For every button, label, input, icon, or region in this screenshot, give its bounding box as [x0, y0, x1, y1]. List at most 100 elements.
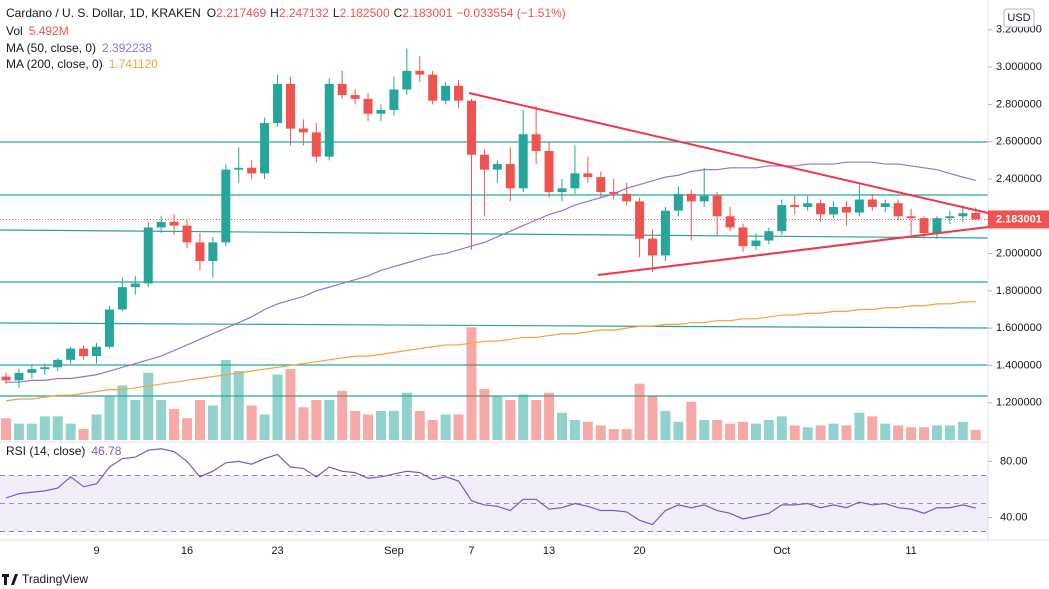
ohlc-value: 2.217469: [216, 6, 266, 20]
candle-body: [92, 346, 102, 357]
candle-body: [428, 74, 438, 101]
volume-bar: [556, 412, 567, 440]
candle-body: [725, 216, 735, 228]
candle-body: [441, 85, 451, 101]
volume-bar: [311, 400, 322, 440]
legend-name: RSI (14, close): [6, 444, 85, 458]
candle-body: [919, 218, 929, 234]
candle-body: [402, 70, 412, 90]
volume-bar: [26, 423, 37, 440]
ohlc-value: 2.183001: [402, 6, 452, 20]
legend-value: 1.741120: [109, 57, 158, 71]
legend-rsi: RSI (14, close) 46.78: [6, 444, 122, 458]
candle-body: [479, 154, 489, 170]
y-tick-label: 1.800000: [996, 285, 1042, 297]
volume-bar: [324, 400, 335, 440]
candle-body: [932, 218, 942, 234]
candle-body: [596, 177, 606, 193]
candle-body: [260, 123, 270, 174]
candle-body: [53, 359, 63, 368]
volume-bar: [776, 416, 787, 440]
x-tick-label: 13: [543, 545, 555, 557]
volume-bar: [388, 410, 399, 440]
candle-body: [544, 151, 554, 193]
volume-bar: [919, 427, 930, 440]
candle-body: [738, 227, 748, 247]
volume-bar: [104, 396, 115, 440]
volume-bar: [427, 420, 438, 440]
volume-bar: [802, 427, 813, 440]
currency[interactable]: USD: [1007, 12, 1030, 24]
candle-body: [415, 70, 425, 75]
candle-body: [221, 169, 231, 243]
volume-bar: [220, 360, 231, 440]
volume-bar: [828, 423, 839, 440]
candle-body: [376, 110, 386, 114]
volume-bar: [363, 414, 374, 440]
candle-body: [893, 203, 903, 217]
y-tick-label: 1.200000: [996, 397, 1042, 409]
y-tick-label: 1.400000: [996, 359, 1042, 371]
candle-body: [764, 231, 774, 241]
candle-body: [27, 369, 37, 373]
y-tick-label: 3.000000: [996, 61, 1042, 73]
volume-bar: [957, 421, 968, 440]
candle-body: [169, 221, 179, 226]
volume-bar: [246, 405, 257, 440]
candle-body: [699, 195, 709, 202]
x-tick-label: 11: [905, 545, 916, 557]
candle-body: [389, 89, 399, 110]
volume-bar: [673, 421, 684, 440]
legend-volume: Vol 5.492M: [6, 24, 69, 38]
last-price-tag: [988, 210, 1049, 229]
candle-body: [363, 98, 373, 114]
volume-bar: [39, 416, 50, 440]
volume-bar: [712, 420, 723, 440]
volume-bar: [970, 430, 981, 440]
candle-body: [195, 242, 205, 262]
volume-bar: [608, 429, 619, 440]
volume-bar: [854, 412, 865, 440]
volume-bar: [375, 410, 386, 440]
x-tick-label: 16: [181, 545, 193, 557]
candle-body: [660, 210, 670, 256]
ohlc-value: 2.182500: [340, 6, 390, 20]
volume-bar: [272, 374, 283, 440]
candle-body: [673, 193, 683, 211]
volume-bar: [763, 420, 774, 440]
y-tick-label: 2.600000: [996, 136, 1042, 148]
candle-body: [40, 367, 50, 370]
candle-body: [751, 240, 761, 247]
candle-body: [156, 221, 166, 228]
candle-body: [273, 83, 283, 124]
volume-bar: [78, 429, 89, 440]
rsi-line: [5, 448, 976, 526]
candle-body: [777, 205, 787, 232]
volume-bar: [479, 389, 490, 440]
brand: TradingView: [22, 572, 88, 586]
volume-bar: [505, 400, 516, 440]
legend-name: Vol: [6, 24, 23, 38]
y-tick-label: 2.000000: [996, 247, 1042, 259]
volume-bar: [91, 414, 102, 440]
volume-bar: [233, 370, 244, 440]
volume-bar: [880, 423, 891, 440]
volume-bar: [544, 392, 555, 440]
candle-body: [104, 309, 114, 347]
volume-bar: [453, 414, 464, 440]
volume-bar: [621, 429, 632, 440]
candle-body: [906, 216, 916, 219]
volume-bar: [259, 414, 270, 440]
volume-bar: [285, 369, 296, 440]
legend-name: MA (200, close, 0): [6, 57, 103, 71]
candle-body: [712, 195, 722, 217]
candle-body: [337, 83, 347, 96]
volume-bar: [893, 425, 904, 440]
candle-body: [945, 216, 955, 219]
candle-body: [971, 213, 981, 220]
rsi-tick-label: 40.00: [1000, 511, 1028, 523]
candle-body: [350, 95, 360, 99]
level-line: [0, 322, 989, 329]
currency-box[interactable]: [1003, 8, 1035, 28]
volume-bar: [298, 407, 309, 440]
